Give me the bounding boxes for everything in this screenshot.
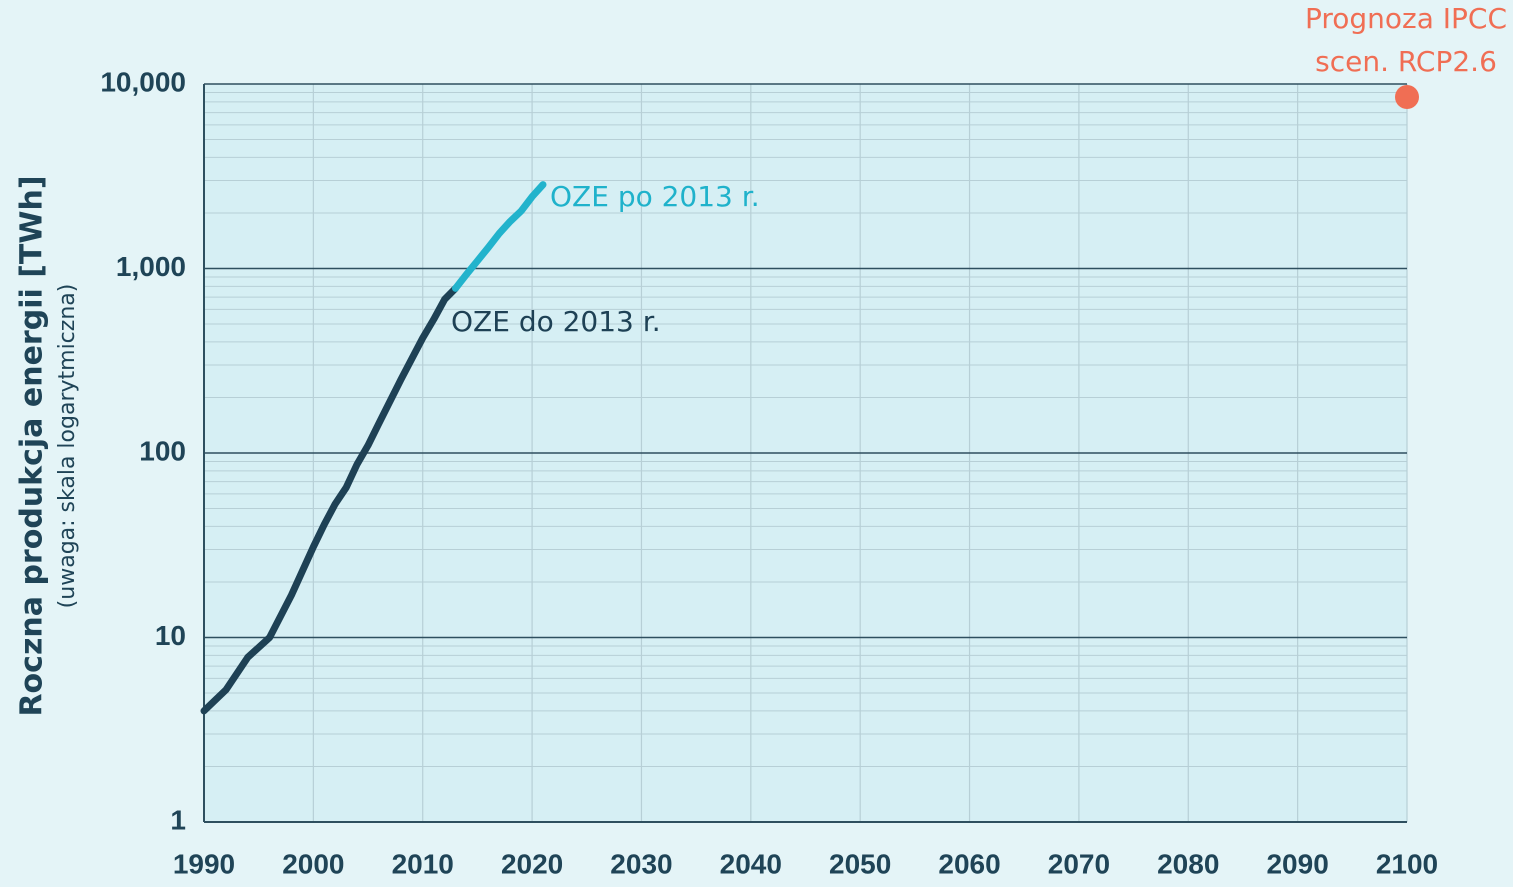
x-tick-label: 2030 (610, 848, 672, 879)
x-tick-label: 2100 (1376, 848, 1438, 879)
x-tick-label: 2070 (1048, 848, 1110, 879)
x-tick-label: 2050 (829, 848, 891, 879)
y-tick-labels: 1 10 100 1,000 10,000 (100, 66, 186, 835)
major-gridlines (204, 83, 1407, 639)
axes (203, 84, 1407, 823)
minor-gridlines (203, 84, 1408, 822)
series-group (200, 85, 1419, 715)
annotation-ipcc-line2: scen. RCP2.6 (1315, 45, 1497, 78)
y-tick-label: 1,000 (116, 251, 186, 282)
annotation-oze-after: OZE po 2013 r. (550, 180, 760, 213)
x-tick-label: 2020 (501, 848, 563, 879)
x-tick-label: 2060 (938, 848, 1000, 879)
y-tick-label: 10,000 (100, 66, 186, 97)
x-tick-label: 2040 (720, 848, 782, 879)
x-tick-label: 2080 (1157, 848, 1219, 879)
annotation-oze-before: OZE do 2013 r. (451, 305, 661, 338)
annotation-ipcc-line1: Prognoza IPCC (1305, 2, 1507, 35)
y-axis-label: Roczna produkcja energii [TWh] (15, 175, 50, 716)
x-tick-label: 2010 (392, 848, 454, 879)
y-axis-note: (uwaga: skala logarytmiczna) (55, 284, 80, 609)
y-tick-label: 1 (170, 804, 186, 835)
x-tick-label: 2090 (1266, 848, 1328, 879)
series-line-oze-before-2013 (200, 284, 459, 715)
series-line-oze-after-2013 (452, 181, 547, 292)
x-tick-label: 1990 (173, 848, 235, 879)
y-tick-label: 100 (139, 435, 186, 466)
x-tick-label: 2000 (282, 848, 344, 879)
x-tick-labels: 1990 2000 2010 2020 2030 2040 2050 2060 2070 2080… (173, 848, 1438, 879)
ipcc-forecast-point (1395, 85, 1419, 110)
y-tick-label: 10 (155, 620, 186, 651)
